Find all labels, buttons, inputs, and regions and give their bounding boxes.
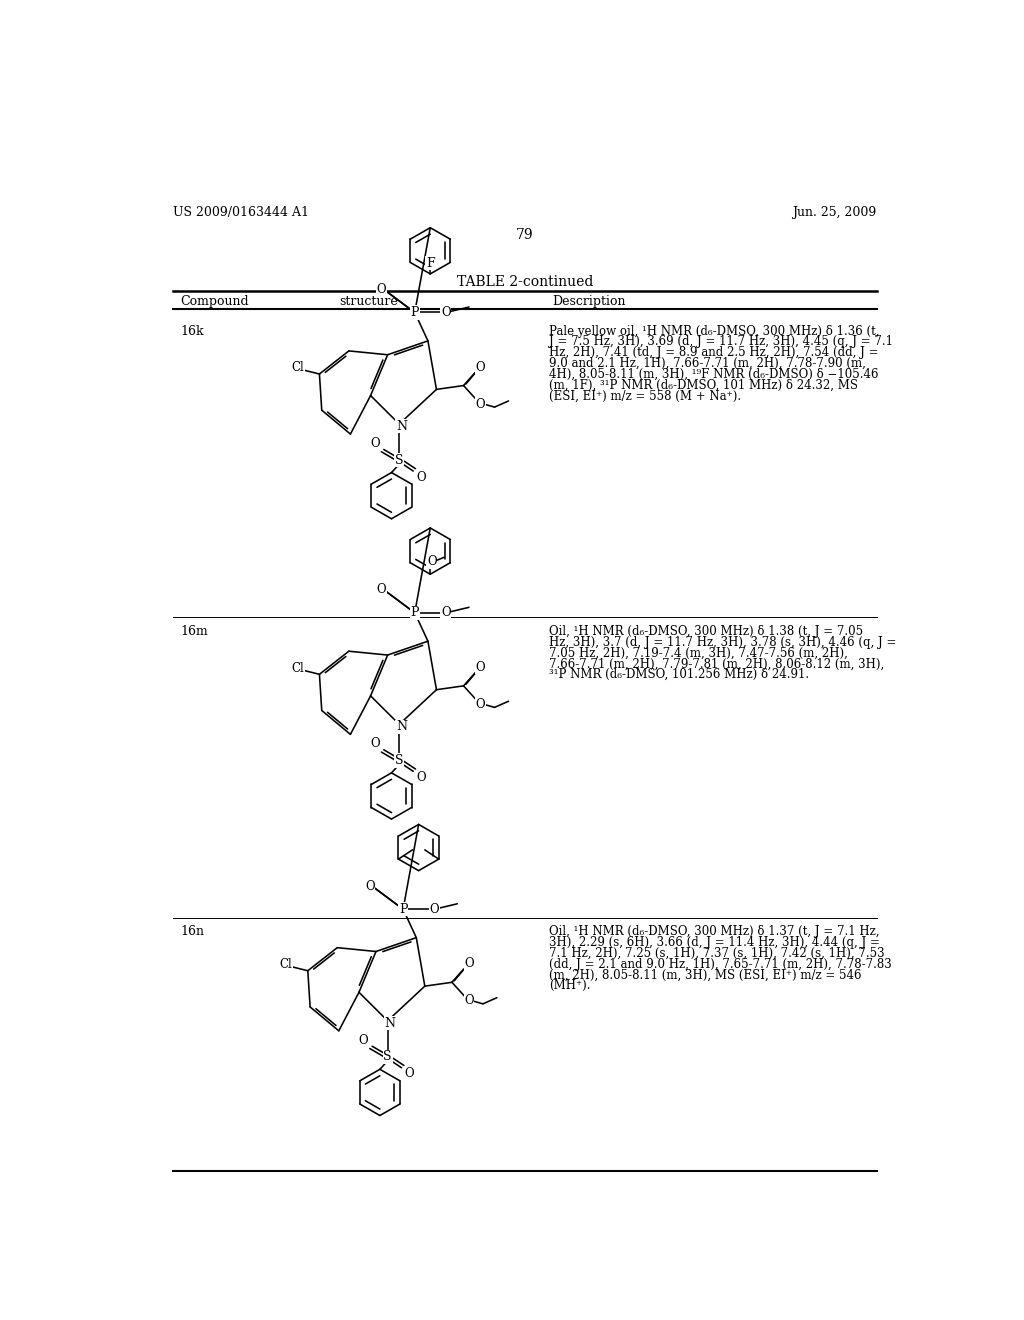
Text: 7.66-7.71 (m, 2H), 7.79-7.81 (m, 2H), 8.06-8.12 (m, 3H),: 7.66-7.71 (m, 2H), 7.79-7.81 (m, 2H), 8.…	[549, 657, 884, 671]
Text: 79: 79	[516, 227, 534, 242]
Text: 4H), 8.05-8.11 (m, 3H), ¹⁹F NMR (d₆-DMSO) δ −105.46: 4H), 8.05-8.11 (m, 3H), ¹⁹F NMR (d₆-DMSO…	[549, 368, 879, 381]
Text: O: O	[476, 397, 485, 411]
Text: O: O	[416, 471, 426, 483]
Text: 16n: 16n	[180, 925, 205, 939]
Text: O: O	[476, 661, 485, 675]
Text: (m, 2H), 8.05-8.11 (m, 3H), MS (ESI, EI⁺) m/z = 546: (m, 2H), 8.05-8.11 (m, 3H), MS (ESI, EI⁺…	[549, 969, 861, 982]
Text: Cl: Cl	[292, 362, 304, 375]
Text: O: O	[371, 437, 380, 450]
Text: S: S	[383, 1051, 392, 1064]
Text: 7.05 Hz, 2H), 7.19-7.4 (m, 3H), 7.47-7.56 (m, 2H),: 7.05 Hz, 2H), 7.19-7.4 (m, 3H), 7.47-7.5…	[549, 647, 848, 660]
Text: P: P	[411, 606, 419, 619]
Text: S: S	[395, 454, 403, 467]
Text: Pale yellow oil, ¹H NMR (d₆-DMSO, 300 MHz) δ 1.36 (t,: Pale yellow oil, ¹H NMR (d₆-DMSO, 300 MH…	[549, 325, 880, 338]
Text: Description: Description	[553, 296, 627, 309]
Text: N: N	[396, 721, 408, 733]
Text: O: O	[371, 737, 380, 750]
Text: J = 7.5 Hz, 3H), 3.69 (d, J = 11.7 Hz, 3H), 4.45 (q, J = 7.1: J = 7.5 Hz, 3H), 3.69 (d, J = 11.7 Hz, 3…	[549, 335, 893, 348]
Text: Jun. 25, 2009: Jun. 25, 2009	[793, 206, 877, 219]
Text: P: P	[411, 306, 419, 319]
Text: TABLE 2-continued: TABLE 2-continued	[457, 276, 593, 289]
Text: Cl: Cl	[280, 958, 293, 972]
Text: N: N	[396, 420, 408, 433]
Text: O: O	[476, 698, 485, 711]
Text: O: O	[377, 282, 386, 296]
Text: Oil, ¹H NMR (d₆-DMSO, 300 MHz) δ 1.37 (t, J = 7.1 Hz,: Oil, ¹H NMR (d₆-DMSO, 300 MHz) δ 1.37 (t…	[549, 925, 880, 939]
Text: ³¹P NMR (d₆-DMSO, 101.256 MHz) δ 24.91.: ³¹P NMR (d₆-DMSO, 101.256 MHz) δ 24.91.	[549, 668, 809, 681]
Text: Hz, 3H), 3.7 (d, J = 11.7 Hz, 3H), 3.78 (s, 3H), 4.46 (q, J =: Hz, 3H), 3.7 (d, J = 11.7 Hz, 3H), 3.78 …	[549, 636, 896, 649]
Text: O: O	[464, 994, 474, 1007]
Text: O: O	[441, 606, 451, 619]
Text: F: F	[426, 256, 434, 269]
Text: 3H), 2.29 (s, 6H), 3.66 (d, J = 11.4 Hz, 3H), 4.44 (q, J =: 3H), 2.29 (s, 6H), 3.66 (d, J = 11.4 Hz,…	[549, 936, 880, 949]
Text: O: O	[441, 306, 451, 319]
Text: O: O	[365, 879, 375, 892]
Text: O: O	[427, 556, 436, 569]
Text: O: O	[404, 1068, 414, 1081]
Text: Compound: Compound	[180, 296, 249, 309]
Text: 9.0 and 2.1 Hz, 1H), 7.66-7.71 (m, 2H), 7.78-7.90 (m,: 9.0 and 2.1 Hz, 1H), 7.66-7.71 (m, 2H), …	[549, 358, 865, 370]
Text: (ESI, EI⁺) m/z = 558 (M + Na⁺).: (ESI, EI⁺) m/z = 558 (M + Na⁺).	[549, 389, 741, 403]
Text: Oil, ¹H NMR (d₆-DMSO, 300 MHz) δ 1.38 (t, J = 7.05: Oil, ¹H NMR (d₆-DMSO, 300 MHz) δ 1.38 (t…	[549, 626, 863, 638]
Text: 16k: 16k	[180, 325, 205, 338]
Text: Hz, 2H), 7.41 (td, J = 8.9 and 2.5 Hz, 2H), 7.54 (dd, J =: Hz, 2H), 7.41 (td, J = 8.9 and 2.5 Hz, 2…	[549, 346, 879, 359]
Text: P: P	[399, 903, 408, 916]
Text: N: N	[384, 1016, 395, 1030]
Text: O: O	[476, 360, 485, 374]
Text: (MH⁺).: (MH⁺).	[549, 979, 590, 993]
Text: O: O	[429, 903, 439, 916]
Text: US 2009/0163444 A1: US 2009/0163444 A1	[173, 206, 309, 219]
Text: O: O	[358, 1034, 369, 1047]
Text: 16m: 16m	[180, 626, 209, 638]
Text: 7.1 Hz, 2H), 7.25 (s, 1H), 7.37 (s, 1H), 7.42 (s, 1H), 7.53: 7.1 Hz, 2H), 7.25 (s, 1H), 7.37 (s, 1H),…	[549, 946, 885, 960]
Text: Cl: Cl	[292, 661, 304, 675]
Text: S: S	[395, 754, 403, 767]
Text: O: O	[377, 583, 386, 597]
Text: (dd, J = 2.1 and 9.0 Hz, 1H), 7.65-7.71 (m, 2H), 7.78-7.83: (dd, J = 2.1 and 9.0 Hz, 1H), 7.65-7.71 …	[549, 958, 892, 970]
Text: O: O	[416, 771, 426, 784]
Text: (m, 1F), ³¹P NMR (d₆-DMSO, 101 MHz) δ 24.32, MS: (m, 1F), ³¹P NMR (d₆-DMSO, 101 MHz) δ 24…	[549, 379, 858, 392]
Text: O: O	[464, 957, 474, 970]
Text: structure: structure	[339, 296, 397, 309]
